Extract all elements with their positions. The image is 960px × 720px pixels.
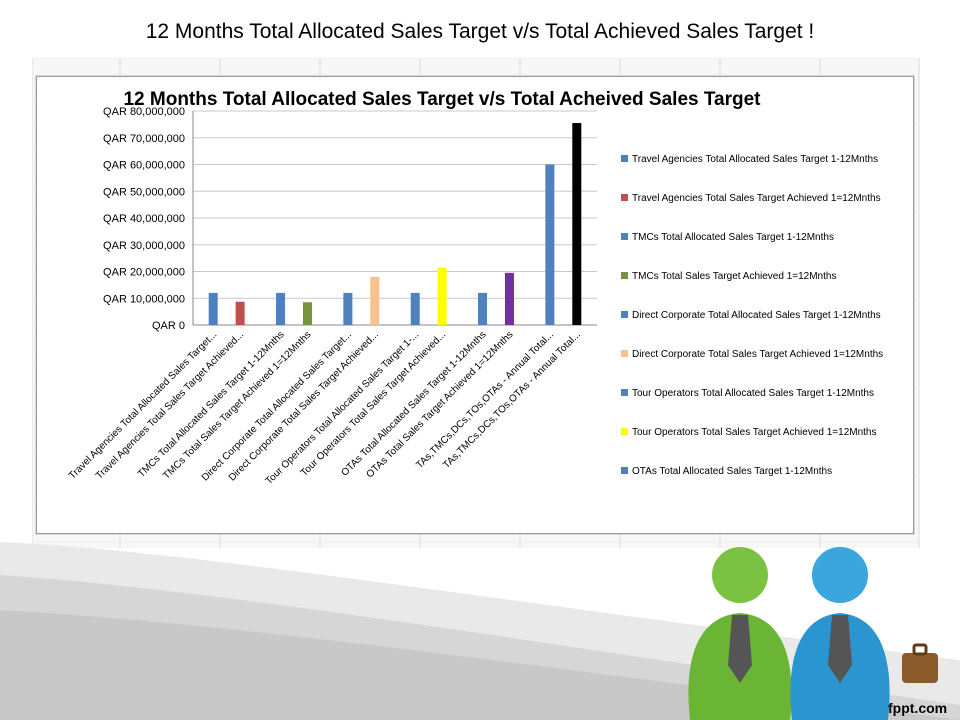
chart-frame[interactable]: 12 Months Total Allocated Sales Target v… <box>36 76 914 534</box>
legend-swatch <box>621 272 628 279</box>
x-tick-label: TAs,TMCs,DCs,TOs,OTAs - Annual Total... <box>414 329 556 471</box>
legend-entry: Direct Corporate Total Allocated Sales T… <box>632 310 881 321</box>
legend-swatch <box>621 467 628 474</box>
y-tick-label: QAR 70,000,000 <box>103 133 185 145</box>
bar <box>572 123 582 325</box>
legend-entry: Travel Agencies Total Allocated Sales Ta… <box>632 154 878 165</box>
legend-swatch <box>621 389 628 396</box>
bars <box>208 123 582 325</box>
y-tick-label: QAR 40,000,000 <box>103 213 185 225</box>
bar <box>276 292 286 325</box>
legend-entry: Tour Operators Total Allocated Sales Tar… <box>632 388 874 399</box>
bar <box>410 292 420 325</box>
blue-person-icon <box>790 547 890 720</box>
bar <box>504 272 514 325</box>
y-tick-label: QAR 0 <box>152 320 185 332</box>
legend-swatch <box>621 155 628 162</box>
brand-logo: fppt.com <box>888 700 948 716</box>
legend-swatch <box>621 311 628 318</box>
bar <box>343 292 353 325</box>
legend-swatch <box>621 194 628 201</box>
y-tick-label: QAR 60,000,000 <box>103 160 185 172</box>
legend-entry: TMCs Total Allocated Sales Target 1-12Mn… <box>632 232 834 243</box>
x-axis-labels: Travel Agencies Total Allocated Sales Ta… <box>67 329 583 487</box>
briefcase-icon <box>902 643 938 683</box>
legend-entry: Direct Corporate Total Sales Target Achi… <box>632 349 883 360</box>
business-people-illustration <box>688 547 938 720</box>
bar <box>302 302 312 325</box>
y-axis-ticks: QAR 80,000,000 QAR 70,000,000 QAR 60,000,0… <box>103 106 185 332</box>
bar <box>370 276 380 325</box>
green-person-icon <box>688 547 792 720</box>
y-tick-label: QAR 20,000,000 <box>103 267 185 279</box>
x-tick-label: OTAs Total Sales Target Achieved 1=12Mnt… <box>365 329 516 480</box>
bar <box>208 292 218 325</box>
y-tick-label: QAR 50,000,000 <box>103 186 185 198</box>
legend: Travel Agencies Total Allocated Sales Ta… <box>621 154 883 477</box>
y-tick-label: QAR 10,000,000 <box>103 293 185 305</box>
legend-swatch <box>621 233 628 240</box>
bar-chart: 12 Months Total Allocated Sales Target v… <box>67 89 883 487</box>
y-tick-label: QAR 80,000,000 <box>103 106 185 118</box>
gridlines <box>192 110 597 326</box>
x-tick-label: TMCs Total Allocated Sales Target 1-12Mn… <box>136 329 287 480</box>
y-tick-label: QAR 30,000,000 <box>103 240 185 252</box>
legend-swatch <box>621 428 628 435</box>
legend-entry: TMCs Total Sales Target Achieved 1=12Mnt… <box>632 271 836 282</box>
bar <box>545 164 555 325</box>
bar <box>478 292 488 325</box>
legend-entry: Travel Agencies Total Sales Target Achie… <box>632 193 881 204</box>
chart-title: 12 Months Total Allocated Sales Target v… <box>123 89 761 110</box>
bar <box>437 267 447 325</box>
legend-entry: OTAs Total Allocated Sales Target 1-12Mn… <box>632 466 832 477</box>
legend-swatch <box>621 350 628 357</box>
slide-title: 12 Months Total Allocated Sales Target v… <box>145 20 815 43</box>
bar <box>235 301 245 325</box>
legend-entry: Tour Operators Total Sales Target Achiev… <box>632 427 877 438</box>
x-tick-label: Travel Agencies Total Allocated Sales Ta… <box>67 329 219 481</box>
